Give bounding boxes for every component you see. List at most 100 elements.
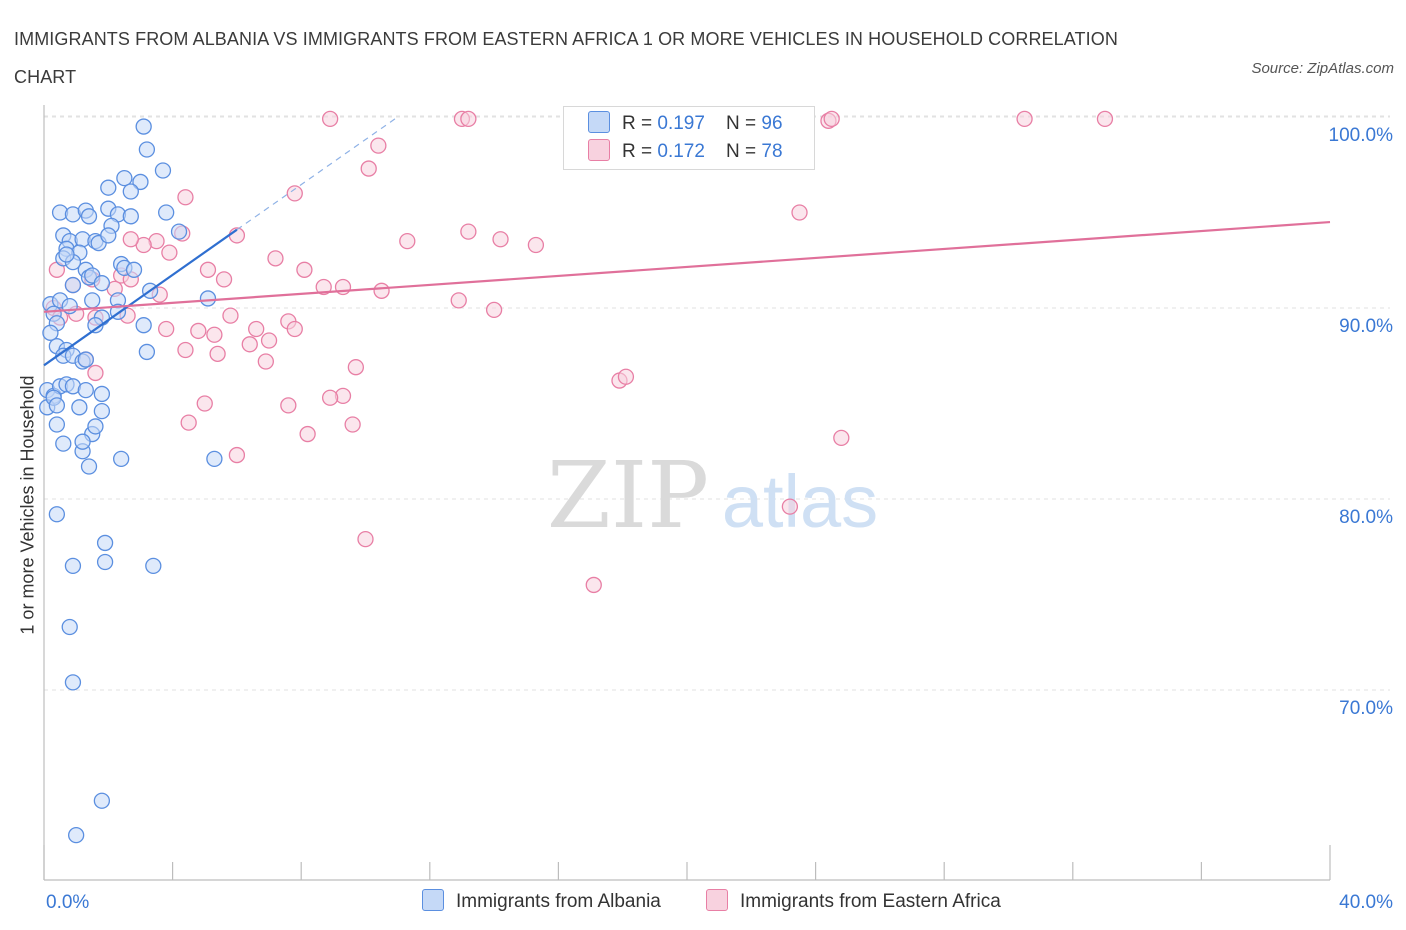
eastern-africa-point-65 [180, 414, 197, 431]
legend-row-albania: R = 0.197 N = 96 [588, 111, 783, 137]
eastern-africa-point-56 [347, 359, 365, 376]
eastern-africa-point-45 [158, 320, 175, 338]
albania-point-27 [58, 246, 75, 263]
eastern-africa-point-2 [460, 110, 477, 128]
eastern-africa-point-68 [833, 429, 850, 447]
eastern-africa-r-label: R = [622, 141, 658, 162]
albania-point-22 [100, 227, 117, 244]
eastern-africa-point-0 [321, 110, 339, 128]
eastern-africa-point-9 [360, 160, 377, 177]
albania-point-13 [122, 208, 139, 225]
correlation-legend: R = 0.197 N = 96 R = 0.172 N = 78 [563, 106, 815, 170]
albania-point-34 [93, 275, 111, 292]
y-tick-label-70: 70.0% [1339, 698, 1393, 719]
source-label: Source: ZipAtlas.com [1251, 60, 1394, 77]
albania-point-23 [170, 223, 188, 240]
eastern-africa-point-71 [357, 530, 374, 548]
albania-point-3 [116, 169, 133, 187]
bottom-eastern-africa-label: Immigrants from Eastern Africa [740, 891, 1001, 912]
eastern-africa-point-34 [373, 282, 390, 299]
albania-point-41 [84, 292, 101, 309]
albania-n-label: N = [726, 113, 762, 134]
legend-row-eastern-africa: R = 0.172 N = 78 [588, 139, 783, 165]
bottom-albania-label: Immigrants from Albania [456, 891, 661, 912]
albania-point-76 [113, 450, 130, 468]
albania-point-83 [61, 618, 78, 636]
eastern-africa-point-26 [215, 271, 233, 288]
albania-r-value: 0.197 [657, 113, 705, 134]
albania-point-6 [122, 183, 139, 200]
eastern-africa-point-22 [161, 244, 178, 261]
eastern-africa-point-62 [321, 389, 339, 406]
albania-point-82 [145, 557, 162, 574]
albania-r-label: R = [622, 113, 658, 134]
albania-point-10 [80, 208, 98, 225]
eastern-africa-point-51 [206, 326, 223, 343]
albania-point-79 [96, 534, 114, 552]
albania-point-71 [87, 418, 104, 435]
eastern-africa-point-11 [177, 189, 194, 206]
albania-point-74 [74, 433, 91, 450]
albania-point-81 [96, 553, 114, 571]
eastern-africa-point-8 [370, 137, 387, 154]
albania-point-80 [64, 557, 82, 574]
eastern-africa-point-48 [241, 336, 258, 353]
albania-point-14 [158, 204, 175, 221]
eastern-africa-point-55 [257, 353, 274, 370]
eastern-africa-point-63 [196, 395, 213, 412]
eastern-africa-point-23 [267, 250, 284, 267]
y-tick-label-80: 80.0% [1339, 507, 1393, 528]
albania-point-85 [93, 792, 111, 809]
eastern-africa-point-10 [286, 185, 303, 202]
watermark: ZIP atlas [547, 442, 878, 549]
eastern-africa-point-6 [1016, 110, 1033, 128]
eastern-africa-point-12 [791, 204, 808, 221]
x-tick-label-max: 40.0% [1339, 892, 1393, 913]
eastern-africa-point-14 [399, 232, 416, 250]
albania-point-5 [132, 173, 149, 191]
albania-point-75 [80, 458, 98, 475]
eastern-africa-point-53 [177, 341, 194, 359]
trend-lines [43, 116, 1331, 367]
eastern-africa-point-24 [296, 261, 313, 278]
albania-swatch [588, 111, 610, 133]
eastern-africa-point-25 [199, 261, 217, 278]
x-tick-label-min: 0.0% [46, 892, 89, 913]
eastern-africa-point-32 [315, 278, 332, 296]
albania-point-0 [135, 118, 152, 135]
eastern-africa-n-label: N = [726, 141, 762, 162]
albania-point-68 [93, 402, 111, 420]
albania-point-77 [206, 450, 223, 468]
eastern-africa-point-67 [344, 416, 361, 433]
eastern-africa-point-69 [228, 446, 246, 464]
eastern-africa-point-52 [260, 332, 278, 349]
albania-point-78 [48, 506, 66, 523]
eastern-africa-point-44 [222, 307, 239, 324]
albania-point-69 [48, 416, 66, 433]
albania-point-66 [48, 397, 66, 414]
albania-point-63 [93, 385, 111, 403]
albania-point-86 [68, 827, 85, 844]
watermark-zip: ZIP [547, 442, 709, 549]
eastern-africa-point-50 [286, 320, 303, 338]
albania-point-62 [77, 381, 94, 399]
eastern-africa-point-70 [781, 498, 799, 515]
albania-point-72 [55, 435, 72, 452]
grid [44, 115, 1390, 691]
eastern-africa-point-47 [248, 320, 265, 338]
albania-point-67 [71, 399, 88, 416]
eastern-africa-point-5 [823, 110, 840, 128]
eastern-africa-r-value: 0.172 [657, 141, 705, 162]
albania-point-4 [100, 179, 117, 196]
bottom-legend-albania: Immigrants from Albania [422, 889, 661, 913]
eastern-africa-point-60 [617, 368, 635, 385]
eastern-africa-point-46 [190, 322, 207, 340]
eastern-africa-n-value: 78 [761, 141, 783, 162]
y-axis-label: 1 or more Vehicles in Household [17, 375, 38, 635]
bottom-albania-swatch [422, 889, 444, 911]
bottom-legend-eastern-africa: Immigrants from Eastern Africa [706, 889, 1001, 913]
eastern-africa-point-66 [299, 425, 316, 443]
eastern-africa-swatch [588, 139, 610, 161]
albania-point-47 [135, 317, 152, 334]
eastern-africa-point-17 [527, 236, 545, 254]
